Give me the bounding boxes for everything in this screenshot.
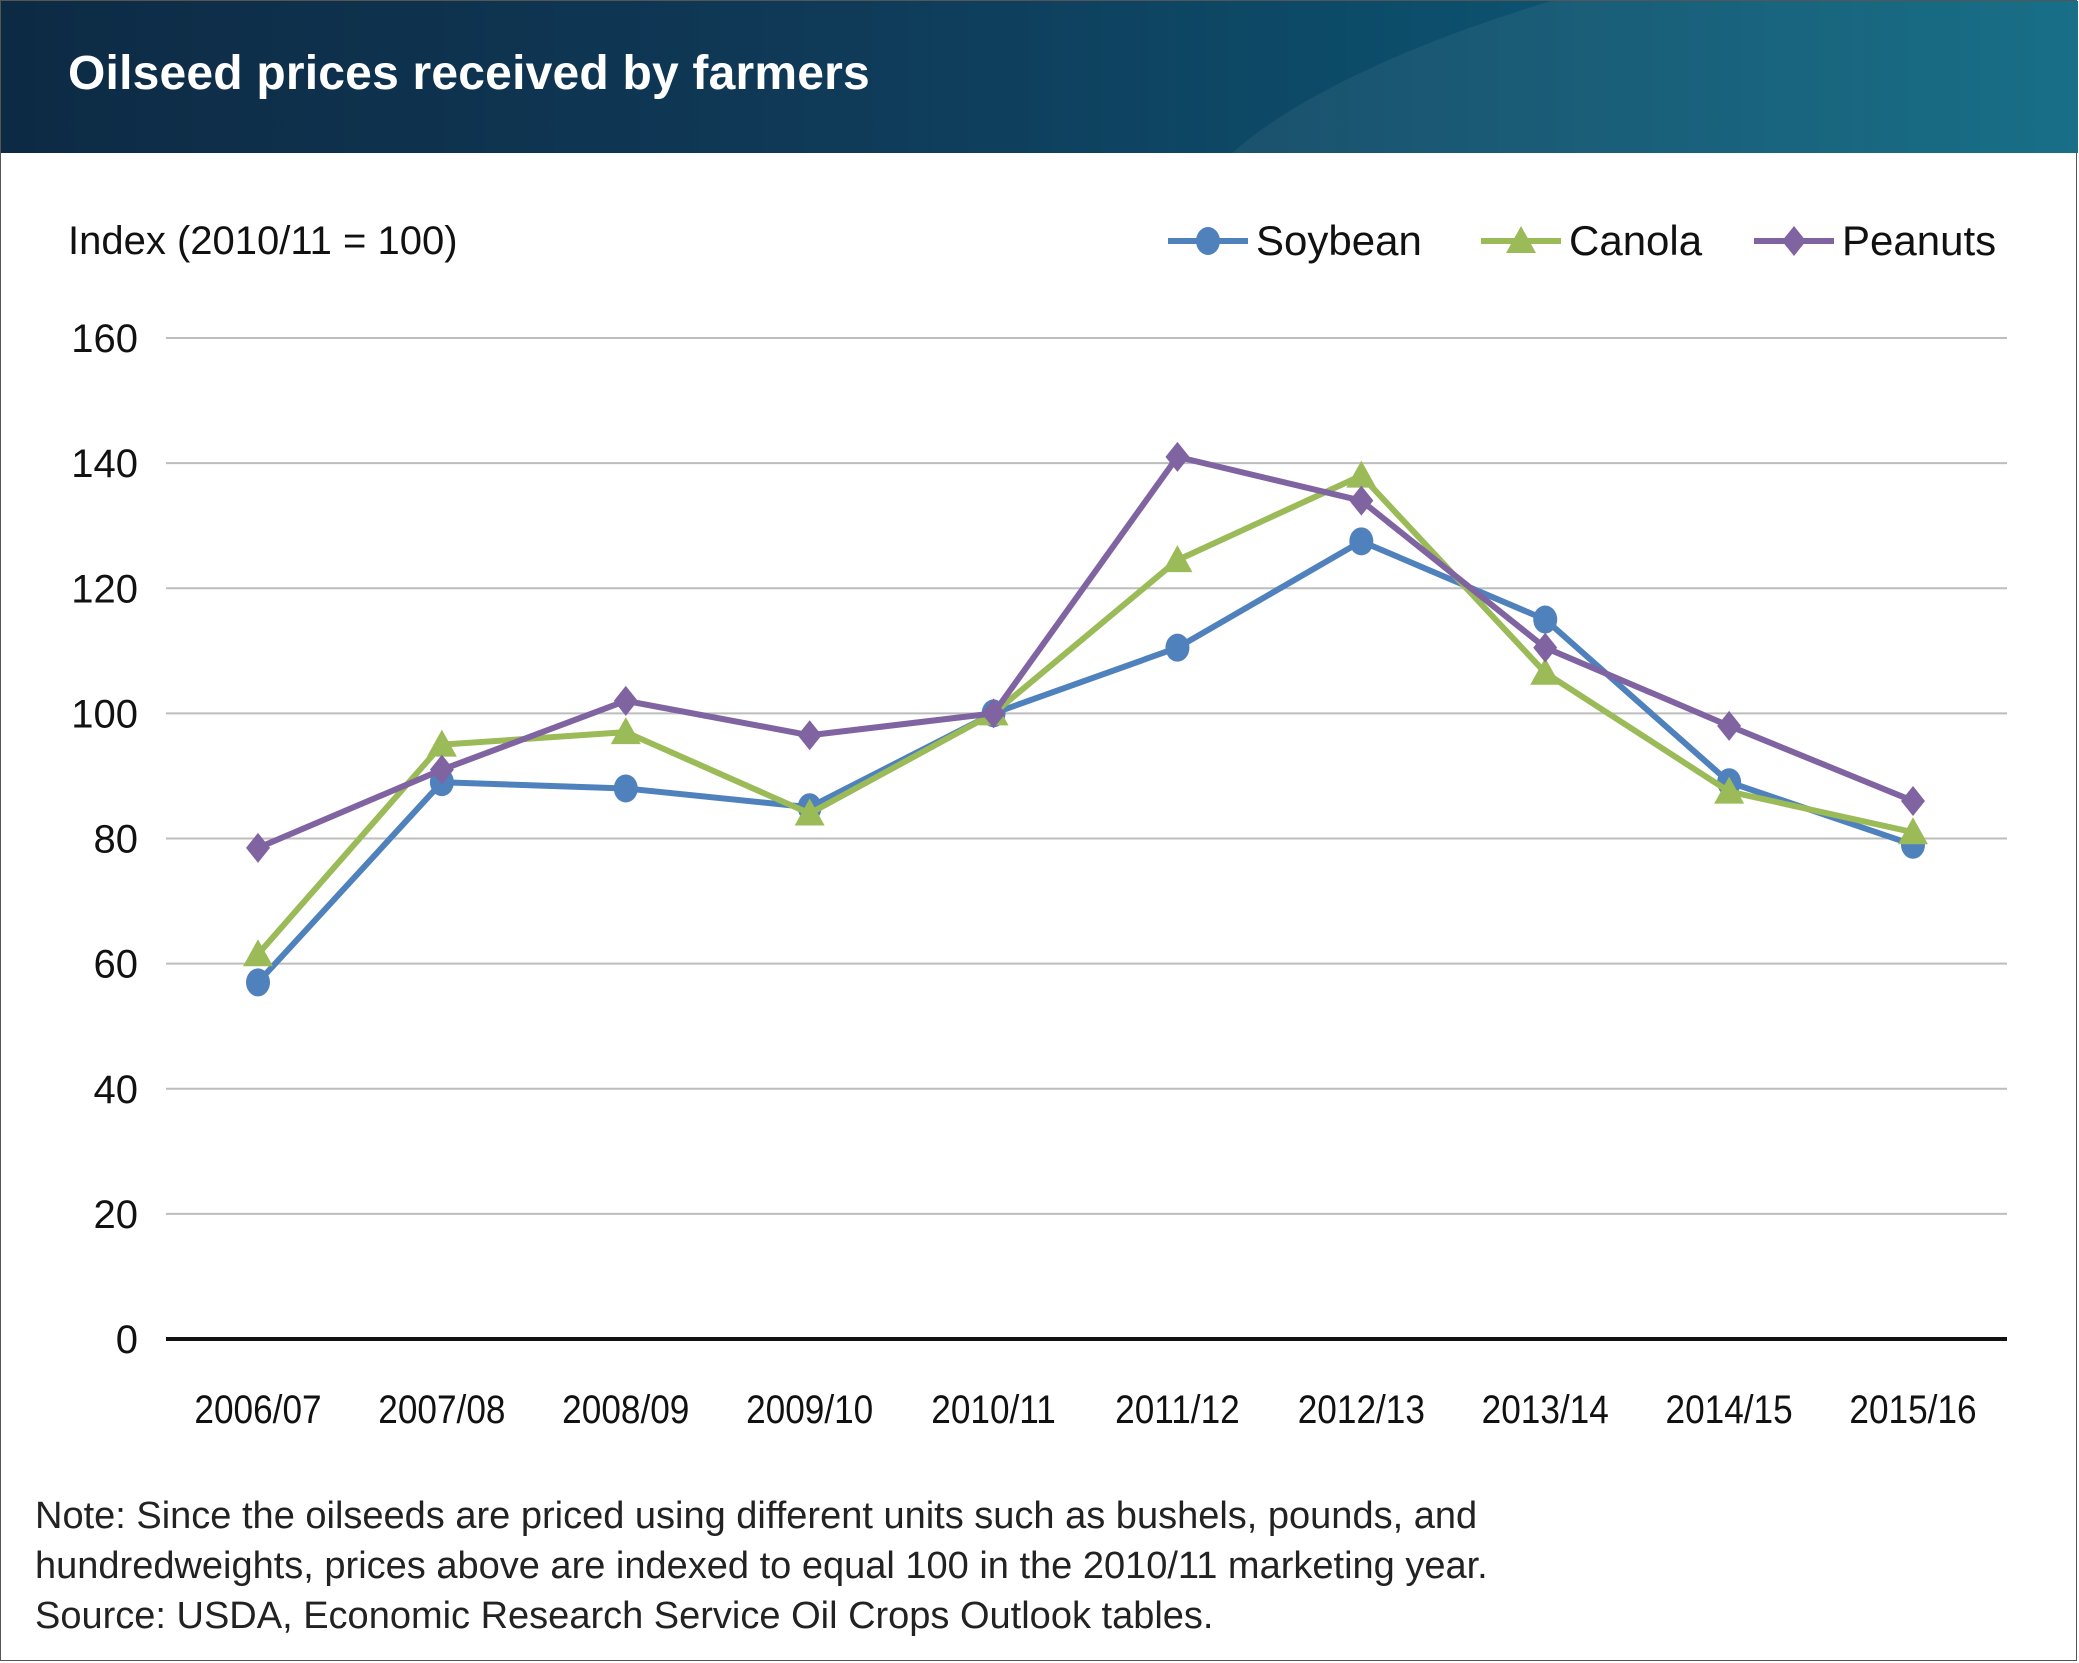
legend-label-soybean: Soybean xyxy=(1256,217,1422,264)
y-axis-label: Index (2010/11 = 100) xyxy=(68,219,458,263)
y-tick-label: 40 xyxy=(94,1068,139,1112)
legend-marker-peanuts xyxy=(1782,226,1806,256)
x-tick-label: 2006/07 xyxy=(194,1387,321,1432)
data-point-peanuts xyxy=(1349,485,1374,516)
y-tick-label: 160 xyxy=(71,317,138,361)
data-point-canola xyxy=(1714,776,1745,804)
legend-label-canola: Canola xyxy=(1569,217,1703,264)
y-tick-label: 120 xyxy=(71,567,138,611)
note-line-1: Note: Since the oilseeds are priced usin… xyxy=(35,1495,1478,1537)
y-tick-label: 60 xyxy=(94,943,139,987)
header-banner: Oilseed prices received by farmers xyxy=(1,1,2078,153)
legend-marker-canola xyxy=(1506,226,1536,253)
data-point-canola xyxy=(426,729,457,757)
data-point-peanuts xyxy=(1165,441,1190,472)
series-line-peanuts xyxy=(256,453,1915,851)
y-tick-label: 20 xyxy=(94,1193,139,1237)
data-point-peanuts xyxy=(1901,785,1925,816)
y-tick-label: 80 xyxy=(94,818,139,862)
series-line-soybean xyxy=(255,538,1914,985)
chart-title: Oilseed prices received by farmers xyxy=(68,47,870,100)
legend-label-peanuts: Peanuts xyxy=(1842,217,1996,264)
data-point-peanuts xyxy=(1533,632,1558,663)
data-point-canola xyxy=(794,798,825,826)
axes: 0 20 40 60 80 100 120 140 160 2006/07 2007/08 2008/… xyxy=(71,317,2007,1431)
data-point-soybean xyxy=(1165,633,1190,662)
x-tick-label: 2013/14 xyxy=(1482,1387,1609,1432)
x-tick-label: 2015/16 xyxy=(1849,1387,1976,1432)
y-tick-label: 140 xyxy=(71,442,138,486)
x-tick-label: 2011/12 xyxy=(1115,1387,1240,1432)
x-tick-label: 2012/13 xyxy=(1298,1387,1425,1432)
legend: Soybean Canola Peanuts xyxy=(1168,217,1996,264)
x-tick-label: 2009/10 xyxy=(746,1387,873,1432)
y-tick-label: 100 xyxy=(71,692,138,736)
series-line-canola xyxy=(255,472,1914,957)
data-point-peanuts xyxy=(429,754,454,785)
data-point-canola xyxy=(1898,817,1928,845)
x-tick-label: 2010/11 xyxy=(931,1387,1056,1432)
data-point-canola xyxy=(610,717,641,745)
footnote: Note: Since the oilseeds are priced usin… xyxy=(35,1491,2015,1641)
data-point-peanuts xyxy=(246,832,270,863)
source-line: Source: USDA, Economic Research Service … xyxy=(35,1595,1214,1637)
data-point-peanuts xyxy=(981,698,1006,729)
data-point-peanuts xyxy=(1717,710,1742,741)
data-point-canola xyxy=(1162,545,1193,573)
data-point-peanuts xyxy=(797,720,822,751)
y-tick-label: 0 xyxy=(116,1318,138,1362)
note-line-2: hundredweights, prices above are indexed… xyxy=(35,1545,1488,1587)
data-point-soybean xyxy=(613,774,638,803)
legend-marker-soybean xyxy=(1196,227,1220,255)
data-point-peanuts xyxy=(613,685,638,716)
x-tick-label: 2008/09 xyxy=(562,1387,689,1432)
data-point-soybean xyxy=(246,968,270,997)
data-point-canola xyxy=(1530,657,1561,685)
data-point-canola xyxy=(1346,460,1377,488)
series xyxy=(243,441,1928,997)
x-tick-label: 2007/08 xyxy=(378,1387,505,1432)
data-point-soybean xyxy=(1349,527,1374,556)
data-point-soybean xyxy=(1533,605,1558,634)
line-chart: 0 20 40 60 80 100 120 140 160 2006/07 2007/08 2008/… xyxy=(68,217,2007,1431)
x-tick-label: 2014/15 xyxy=(1666,1387,1793,1432)
grid-lines xyxy=(166,337,2007,1215)
data-point-canola xyxy=(243,939,273,967)
